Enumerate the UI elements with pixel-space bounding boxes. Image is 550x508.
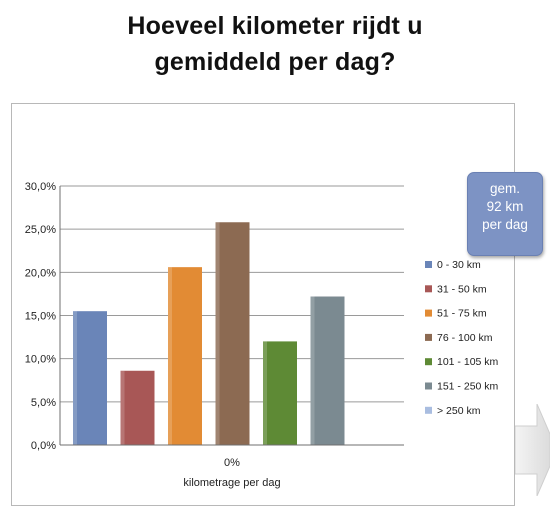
bar (310, 296, 345, 445)
legend-swatch (425, 382, 432, 390)
legend-label: 51 - 75 km (437, 308, 487, 320)
legend-swatch (425, 406, 432, 414)
page-title: Hoeveel kilometer rijdt u gemiddeld per … (0, 8, 550, 80)
bar (73, 311, 107, 445)
bar (263, 341, 297, 445)
y-tick-label: 10,0% (25, 354, 56, 366)
arrow-shape (515, 404, 550, 496)
y-tick-label: 15,0% (25, 311, 56, 323)
legend-swatch (425, 261, 432, 268)
y-tick-label: 5,0% (31, 397, 56, 409)
y-tick-label: 30,0% (25, 181, 56, 193)
legend-swatch (425, 309, 432, 317)
bar-highlight (310, 296, 315, 445)
bar-highlight (168, 267, 172, 445)
callout-line-3: per dag (482, 217, 528, 232)
legend-label: 31 - 50 km (437, 283, 487, 295)
bar-highlight (73, 311, 77, 445)
legend-label: 151 - 250 km (437, 381, 499, 393)
y-tick-label: 20,0% (25, 267, 56, 279)
bar-highlight (120, 370, 125, 445)
legend-swatch (425, 285, 432, 293)
bar-highlight (215, 222, 220, 445)
legend-label: 76 - 100 km (437, 332, 493, 344)
title-line-2: gemiddeld per dag? (154, 48, 396, 76)
bar (215, 222, 250, 445)
average-callout: gem. 92 km per dag (467, 172, 543, 256)
y-tick-label: 25,0% (25, 224, 56, 236)
callout-line-2: 92 km (486, 199, 524, 214)
bars (73, 222, 345, 445)
bar (120, 370, 155, 445)
legend-label: 101 - 105 km (437, 356, 499, 368)
x-axis: 0% kilometrage per dag (59, 186, 404, 489)
bar-highlight (263, 341, 267, 445)
legend-swatch (425, 333, 432, 341)
title-line-1: Hoeveel kilometer rijdt u (127, 12, 423, 40)
legend-swatch (425, 358, 432, 366)
legend: 0 - 30 km 31 - 50 km 51 - 75 km 76 - 100 km… (425, 259, 499, 417)
y-tick-labels: 0,0% 5,0% 10,0% 15,0% 20,0% 25,0% 30,0% (25, 181, 56, 452)
legend-label: 0 - 30 km (437, 259, 481, 271)
x-tick-label: 0% (224, 457, 240, 469)
y-tick-label: 0,0% (31, 440, 56, 452)
x-axis-label: kilometrage per dag (183, 477, 280, 489)
bar (168, 267, 202, 445)
legend-label: > 250 km (437, 405, 481, 417)
callout-line-1: gem. (489, 181, 520, 196)
